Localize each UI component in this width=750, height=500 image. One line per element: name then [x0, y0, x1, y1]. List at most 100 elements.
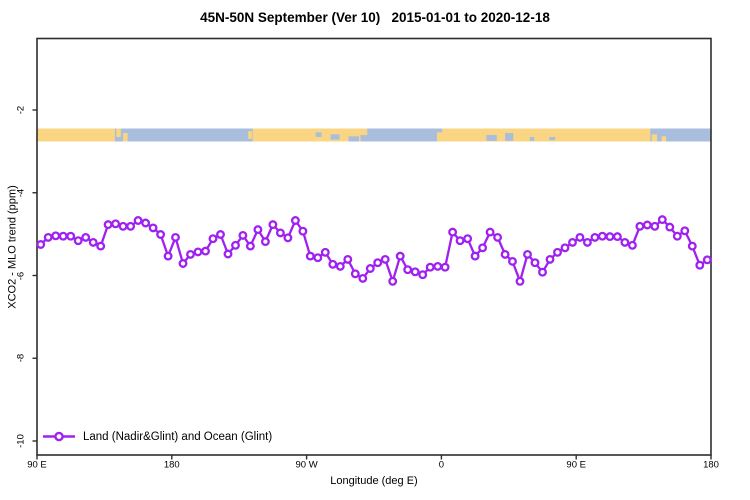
- legend-key: [43, 431, 75, 442]
- data-point: [298, 226, 308, 236]
- y-tick-label: -4: [15, 188, 27, 197]
- data-point: [590, 232, 600, 242]
- data-point: [388, 276, 398, 286]
- chart-title: 45N-50N September (Ver 10) 2015-01-01 to…: [200, 10, 550, 25]
- data-point: [597, 231, 607, 241]
- map-band-land-sakhalin-hokkaido: [116, 128, 121, 137]
- data-point: [320, 247, 330, 257]
- data-point: [96, 241, 106, 251]
- data-point: [73, 236, 83, 246]
- data-point: [238, 230, 248, 240]
- data-point: [627, 240, 637, 250]
- data-point: [141, 218, 151, 228]
- x-tick-label: 90 E: [27, 459, 47, 471]
- legend-label: Land (Nadir&Glint) and Ocean (Glint): [83, 430, 273, 443]
- map-band-water-gulf-st-lawrence-1: [315, 132, 322, 137]
- data-point: [275, 228, 285, 238]
- data-point: [478, 243, 488, 253]
- data-point: [657, 215, 667, 225]
- map-band-land-kuril-islands: [661, 136, 667, 142]
- data-point: [171, 232, 180, 242]
- map-band-land-europe-asia: [436, 128, 651, 142]
- data-point: [418, 270, 428, 280]
- data-point: [223, 249, 233, 259]
- data-point: [290, 216, 300, 225]
- data-point: [470, 251, 480, 261]
- data-point: [582, 237, 592, 247]
- data-point: [605, 232, 615, 242]
- data-point: [612, 232, 622, 242]
- data-point: [538, 267, 547, 277]
- data-point: [208, 234, 218, 244]
- data-point: [51, 231, 61, 241]
- data-point: [440, 262, 450, 272]
- data-point: [156, 230, 166, 239]
- data-point: [380, 254, 390, 264]
- data-point: [425, 262, 435, 272]
- map-band-land-vancouver-island: [248, 131, 252, 139]
- x-axis-title: Longitude (deg E): [330, 475, 418, 487]
- data-point: [545, 254, 555, 264]
- data-point: [186, 249, 195, 259]
- legend: Land (Nadir&Glint) and Ocean (Glint): [42, 429, 272, 444]
- legend-marker-icon: [54, 431, 64, 442]
- map-band-water-lake-balkhash: [549, 136, 556, 141]
- data-point: [253, 225, 263, 235]
- data-point: [343, 254, 353, 264]
- data-point: [268, 220, 278, 230]
- data-point: [373, 258, 383, 268]
- data-point: [680, 226, 690, 236]
- map-band-land-north-america: [252, 128, 361, 142]
- map-band-water-caspian-sea: [505, 133, 514, 141]
- data-point: [245, 241, 255, 251]
- map-band-land-asia-east: [37, 128, 115, 142]
- data-point: [313, 253, 323, 263]
- data-point: [328, 259, 338, 269]
- map-band-land-coast-islands: [651, 134, 658, 142]
- x-tick-label: 180: [703, 459, 719, 471]
- data-point: [260, 237, 270, 247]
- data-point: [163, 251, 173, 261]
- data-point: [103, 220, 113, 230]
- data-line: [39, 218, 708, 283]
- data-point: [335, 261, 345, 271]
- data-point: [665, 222, 675, 232]
- map-band-water-gulf-st-lawrence-2: [330, 134, 340, 140]
- y-tick-label: -8: [15, 354, 27, 363]
- data-point: [530, 258, 540, 268]
- x-tick-label: 90 E: [566, 459, 586, 471]
- data-point: [560, 243, 570, 253]
- y-tick-label: -10: [15, 434, 27, 448]
- data-point: [642, 220, 652, 230]
- data-point: [395, 251, 405, 261]
- data-point: [88, 237, 98, 247]
- data-point: [133, 216, 143, 225]
- data-point: [66, 231, 76, 241]
- data-point: [455, 236, 465, 246]
- map-band-water-aral-sea: [529, 136, 535, 141]
- data-point: [500, 249, 510, 259]
- map-band-water-black-sea: [486, 135, 497, 141]
- data-point: [283, 233, 293, 243]
- data-point: [365, 264, 375, 273]
- data-point: [635, 221, 645, 231]
- data-point: [568, 237, 577, 247]
- data-point: [111, 219, 121, 229]
- y-tick-label: -6: [15, 271, 27, 280]
- data-point: [485, 227, 495, 237]
- data-point: [305, 251, 315, 261]
- x-tick-label: 0: [438, 459, 445, 471]
- data-point: [58, 231, 68, 241]
- data-point: [448, 227, 458, 237]
- data-point: [702, 255, 712, 265]
- data-point: [575, 232, 585, 242]
- data-point: [201, 246, 210, 256]
- data-point: [463, 234, 473, 244]
- data-point: [553, 247, 562, 257]
- data-point: [433, 261, 443, 271]
- y-tick-label: -2: [15, 105, 27, 115]
- data-point: [672, 231, 682, 241]
- data-point: [410, 267, 420, 277]
